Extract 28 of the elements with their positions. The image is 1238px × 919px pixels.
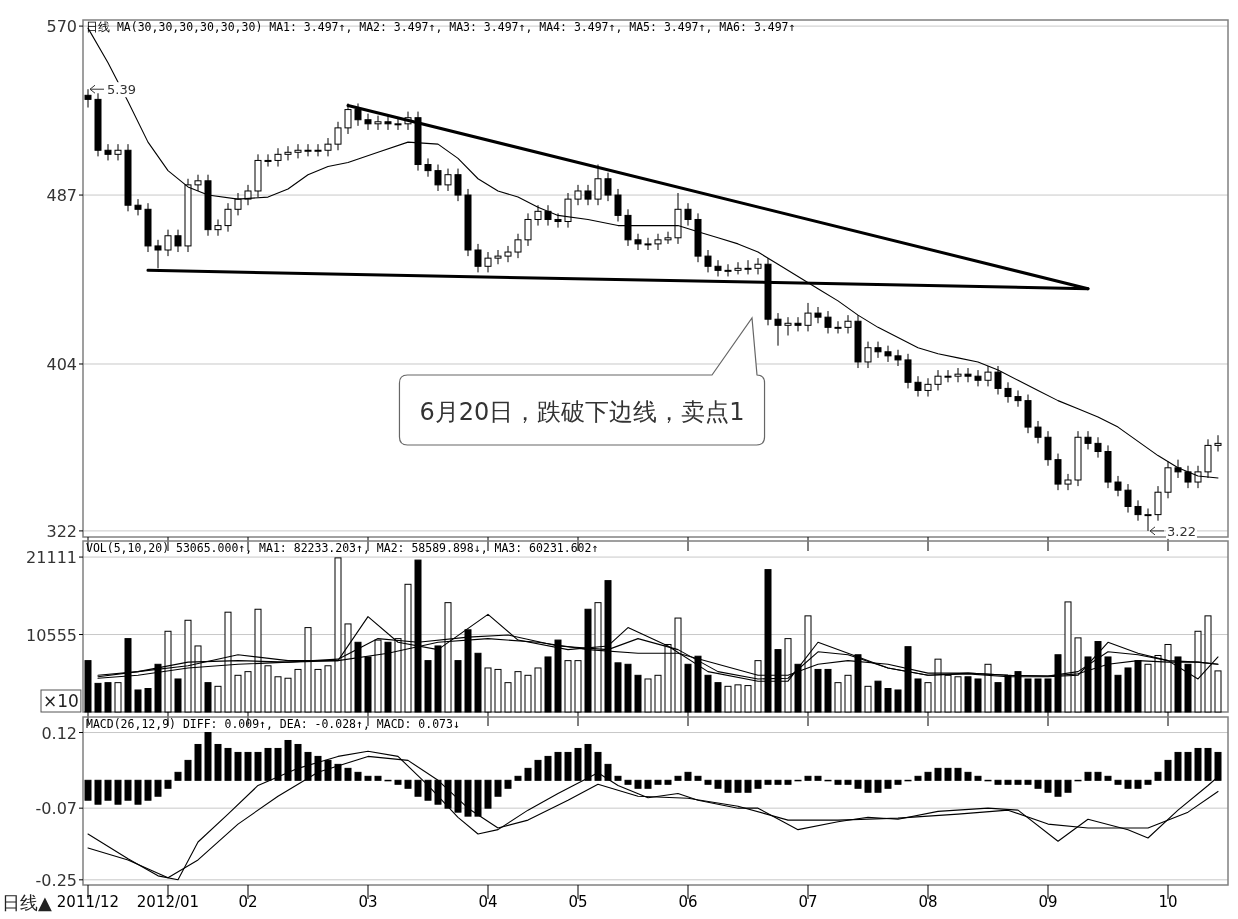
x-tick-label: 05 (568, 893, 588, 911)
chart-title: VOL(5,10,20) 53065.000↑, MA1: 82233.203↑, MA2: 58589.898↓, MA3: 60231.602↑ (86, 541, 599, 555)
x-tick-label: 09 (1038, 893, 1058, 911)
x-tick-label: 04 (478, 893, 498, 911)
x-tick-label: 02 (238, 893, 258, 911)
y-tick-label: 570 (46, 17, 77, 37)
x-tick-label: 07 (798, 893, 818, 911)
x-tick-label: 2012/01 (136, 893, 200, 911)
x-tick-label: 2011/12 (56, 893, 120, 911)
y-tick-label: 487 (46, 186, 77, 206)
x-tick-label: 03 (358, 893, 378, 911)
text: 日线▲ (2, 892, 52, 913)
y-tick-label: 322 (46, 521, 77, 541)
annotation: 3.22 (1167, 523, 1196, 539)
y-tick-label: -0.25 (35, 870, 77, 890)
x-tick-label: 10 (1158, 893, 1178, 911)
chart-title: MACD(26,12,9) DIFF: 0.009↑, DEA: -0.028↑, MACD: 0.073↓ (86, 717, 460, 731)
annotation: 5.39 (107, 82, 136, 98)
annotation: 6月20日，跌破下边线，卖点1 (419, 398, 745, 426)
y-tick-label: -0.07 (35, 799, 77, 819)
x-tick-label: 06 (678, 893, 698, 911)
x-tick-label: 08 (918, 893, 938, 911)
y-tick-label: 21111 (26, 548, 77, 568)
y-axis-title: ×10 (43, 691, 79, 711)
y-tick-label: 0.12 (41, 723, 77, 743)
chart-title: 日线 MA(30,30,30,30,30,30) MA1: 3.497↑, MA2: 3.497↑, MA3: 3.497↑, MA4: 3.497↑, MA5: 3.497↑, MA6: 3.497↑ (86, 20, 796, 34)
y-tick-label: 404 (46, 354, 77, 374)
y-tick-label: 10555 (26, 625, 77, 645)
